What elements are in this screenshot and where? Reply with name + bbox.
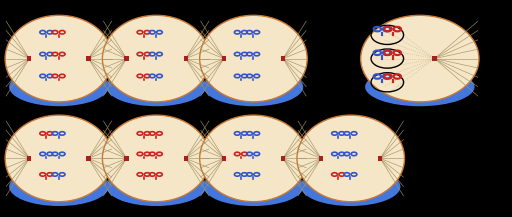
Bar	[432, 56, 437, 61]
Bar	[27, 156, 31, 161]
Ellipse shape	[102, 115, 210, 202]
Ellipse shape	[200, 115, 307, 202]
Bar	[378, 156, 382, 161]
Bar	[124, 56, 129, 61]
Ellipse shape	[200, 15, 307, 102]
Bar	[319, 156, 323, 161]
Ellipse shape	[360, 15, 479, 102]
Bar	[184, 156, 188, 161]
Ellipse shape	[9, 67, 109, 106]
Ellipse shape	[204, 167, 303, 206]
Bar	[87, 56, 91, 61]
Ellipse shape	[9, 167, 109, 206]
Ellipse shape	[301, 167, 400, 206]
Ellipse shape	[106, 167, 206, 206]
Bar	[124, 156, 129, 161]
Ellipse shape	[5, 15, 113, 102]
Bar	[27, 56, 31, 61]
Ellipse shape	[297, 115, 404, 202]
Ellipse shape	[102, 15, 210, 102]
Ellipse shape	[204, 67, 303, 106]
Bar	[87, 156, 91, 161]
Ellipse shape	[365, 67, 475, 106]
Ellipse shape	[106, 67, 206, 106]
Ellipse shape	[5, 115, 113, 202]
Bar	[281, 56, 285, 61]
Bar	[222, 156, 226, 161]
Bar	[222, 56, 226, 61]
Bar	[281, 156, 285, 161]
Bar	[184, 56, 188, 61]
